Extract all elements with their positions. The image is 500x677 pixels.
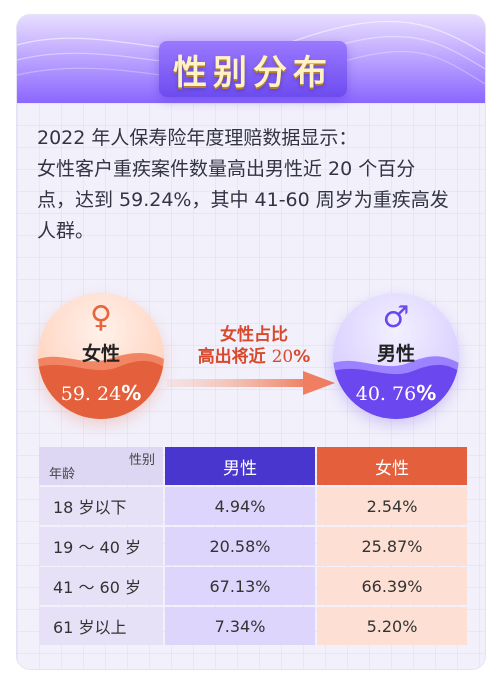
title-plate: 性别分布 — [159, 41, 347, 97]
male-label: 男性 — [376, 343, 415, 365]
intro-line-4: 人群。 — [37, 220, 95, 242]
page-title: 性别分布 — [173, 52, 333, 93]
age-cell: 61 岁以上 — [39, 607, 163, 645]
corner-age-label: 年龄 — [49, 467, 76, 482]
comparison-line-2-number: 20 — [271, 347, 294, 367]
comparison-line-1: 女性占比 — [220, 325, 288, 345]
female-value-cell: 5.20% — [317, 607, 467, 645]
age-gender-table: 性别 年龄 男性 女性 18 岁以下 4.94% 2.54% 19 ～ 40 岁… — [39, 447, 467, 647]
corner-gender-label: 性别 — [128, 453, 155, 468]
comparison-text: 女性占比 高出将近 20% — [189, 324, 319, 368]
female-symbol-icon: ♀ — [90, 300, 112, 335]
column-header-female: 女性 — [317, 447, 467, 485]
infographic-card: 性别分布 2022 年人保寿险年度理赔数据显示： 女性客户重疾案件数量高出男性近… — [16, 14, 486, 670]
intro-text: 2022 年人保寿险年度理赔数据显示： 女性客户重疾案件数量高出男性近 20 个… — [37, 123, 469, 247]
table-row: 61 岁以上 7.34% 5.20% — [39, 607, 467, 645]
male-percentage-sign: % — [416, 381, 437, 405]
female-value-cell: 2.54% — [317, 487, 467, 525]
female-label: 女性 — [81, 343, 120, 365]
male-percentage: 40. 76% — [333, 381, 459, 405]
right-arrow-icon — [167, 371, 335, 395]
female-percentage-sign: % — [121, 381, 142, 405]
table-corner-cell: 性别 年龄 — [39, 447, 163, 485]
column-header-male: 男性 — [165, 447, 315, 485]
male-value-cell: 4.94% — [165, 487, 315, 525]
female-percentage: 59. 24% — [38, 381, 164, 405]
table-row: 19 ～ 40 岁 20.58% 25.87% — [39, 527, 467, 565]
header-banner: 性别分布 — [17, 15, 485, 103]
male-value-cell: 7.34% — [165, 607, 315, 645]
male-circle: ♂ 男性 40. 76% — [333, 293, 459, 419]
female-percentage-value: 59. 24 — [60, 383, 122, 405]
intro-line-1: 2022 年人保寿险年度理赔数据显示： — [37, 127, 358, 149]
table-row: 18 岁以下 4.94% 2.54% — [39, 487, 467, 525]
table-row: 41 ～ 60 岁 67.13% 66.39% — [39, 567, 467, 605]
comparison-line-2: 高出将近 20% — [189, 346, 319, 368]
male-symbol-icon: ♂ — [382, 300, 410, 335]
female-value-cell: 25.87% — [317, 527, 467, 565]
age-cell: 19 ～ 40 岁 — [39, 527, 163, 565]
comparison-line-2-text: 高出将近 — [197, 347, 266, 367]
male-value-cell: 67.13% — [165, 567, 315, 605]
male-percentage-value: 40. 76 — [355, 383, 417, 405]
female-circle: ♀ 女性 59. 24% — [38, 293, 164, 419]
age-cell: 41 ～ 60 岁 — [39, 567, 163, 605]
male-wave-fill — [333, 356, 459, 419]
female-wave-fill — [38, 353, 164, 419]
male-value-cell: 20.58% — [165, 527, 315, 565]
female-value-cell: 66.39% — [317, 567, 467, 605]
intro-line-2: 女性客户重疾案件数量高出男性近 20 个百分 — [37, 158, 416, 180]
comparison-line-2-sign: % — [293, 347, 311, 367]
table-header-row: 性别 年龄 男性 女性 — [39, 447, 467, 485]
intro-line-3: 点，达到 59.24%，其中 41-60 周岁为重疾高发 — [37, 189, 449, 211]
age-cell: 18 岁以下 — [39, 487, 163, 525]
